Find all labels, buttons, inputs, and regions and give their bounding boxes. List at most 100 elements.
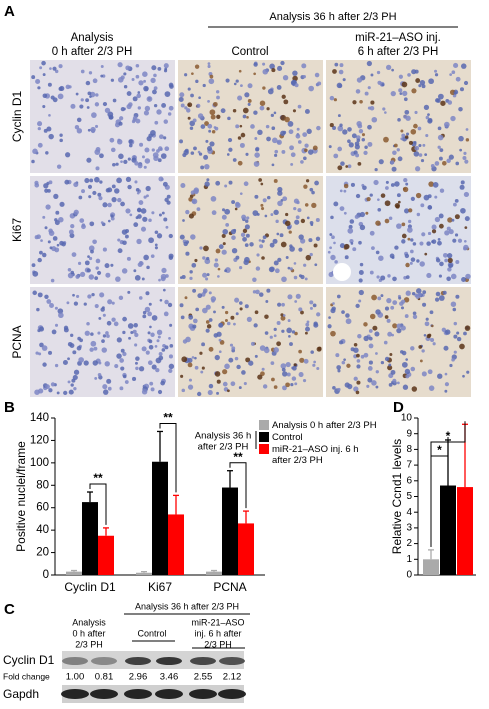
nucleus: [460, 63, 467, 69]
nucleus: [92, 360, 99, 366]
nucleus: [435, 291, 441, 297]
fold-change: 1.00: [66, 672, 85, 683]
bar: [440, 485, 456, 575]
nucleus: [250, 341, 255, 346]
nucleus: [122, 374, 127, 379]
nucleus: [357, 334, 362, 339]
nucleus: [151, 65, 157, 71]
nucleus: [38, 388, 44, 394]
nucleus: [148, 237, 154, 244]
nucleus: [31, 75, 36, 80]
nucleus: [181, 356, 188, 363]
nucleus: [290, 383, 294, 387]
nucleus: [249, 242, 254, 247]
nucleus: [444, 389, 448, 393]
nucleus: [161, 267, 167, 274]
nucleus: [32, 148, 38, 155]
nucleus: [369, 313, 376, 320]
nucleus: [426, 334, 431, 339]
nucleus: [32, 270, 39, 277]
nucleus: [312, 303, 317, 308]
nucleus: [421, 349, 425, 353]
nucleus: [410, 238, 414, 242]
nucleus: [231, 235, 236, 240]
nucleus: [259, 244, 264, 249]
nucleus: [85, 98, 90, 103]
nucleus: [70, 224, 75, 229]
nucleus: [405, 275, 410, 279]
nucleus: [447, 257, 453, 264]
nucleus: [437, 237, 441, 241]
nucleus: [296, 127, 300, 131]
nucleus: [134, 332, 139, 338]
column-header: inj. 6 h after: [194, 628, 241, 638]
nucleus: [413, 123, 418, 129]
nucleus: [353, 386, 359, 392]
nucleus: [375, 250, 380, 255]
nucleus: [392, 323, 398, 329]
nucleus: [168, 105, 174, 111]
nucleus: [338, 340, 344, 345]
nucleus: [415, 192, 422, 199]
nucleus: [37, 257, 42, 263]
nucleus: [90, 332, 94, 336]
nucleus: [404, 253, 410, 259]
nucleus: [99, 180, 103, 184]
nucleus: [162, 181, 168, 187]
nucleus: [151, 315, 158, 321]
nucleus: [187, 362, 193, 368]
nucleus: [422, 143, 426, 147]
nucleus: [83, 360, 89, 366]
nucleus: [208, 346, 214, 352]
nucleus: [102, 247, 107, 252]
nucleus: [306, 128, 312, 134]
y-tick-label: 100: [30, 457, 49, 469]
nucleus: [459, 148, 463, 152]
nucleus: [384, 315, 389, 319]
nucleus: [110, 216, 115, 221]
nucleus: [56, 391, 60, 395]
nucleus: [285, 256, 289, 259]
nucleus: [132, 329, 137, 334]
nucleus: [418, 143, 422, 148]
nucleus: [110, 263, 114, 267]
nucleus: [366, 60, 372, 67]
error-bar: [227, 470, 233, 488]
nucleus: [420, 159, 425, 163]
nucleus: [102, 384, 108, 390]
nucleus: [391, 166, 397, 172]
nucleus: [259, 105, 265, 111]
nucleus: [399, 92, 403, 95]
nucleus: [88, 245, 95, 252]
nucleus: [159, 298, 163, 302]
row-label: Cyclin D1: [3, 653, 55, 667]
nucleus: [370, 100, 375, 105]
nucleus: [292, 70, 298, 76]
nucleus: [164, 345, 169, 350]
nucleus: [305, 254, 312, 261]
nucleus: [463, 80, 469, 86]
nucleus: [161, 348, 166, 352]
nucleus: [262, 68, 269, 75]
nucleus: [281, 329, 285, 333]
micrograph: [30, 60, 175, 173]
bar: [457, 487, 473, 575]
nucleus: [200, 165, 205, 170]
nucleus: [390, 183, 395, 187]
nucleus: [254, 152, 260, 158]
nucleus: [115, 276, 121, 282]
nucleus: [117, 138, 121, 142]
nucleus: [274, 149, 279, 154]
nucleus: [437, 240, 442, 246]
nucleus: [337, 125, 344, 132]
nucleus: [264, 314, 269, 319]
nucleus: [206, 146, 213, 152]
nucleus: [465, 138, 470, 142]
nucleus: [462, 374, 465, 378]
nucleus: [208, 318, 213, 322]
nucleus: [369, 105, 375, 111]
nucleus: [224, 310, 229, 315]
nucleus: [261, 239, 265, 243]
nucleus: [231, 346, 236, 351]
bar: [238, 523, 254, 575]
